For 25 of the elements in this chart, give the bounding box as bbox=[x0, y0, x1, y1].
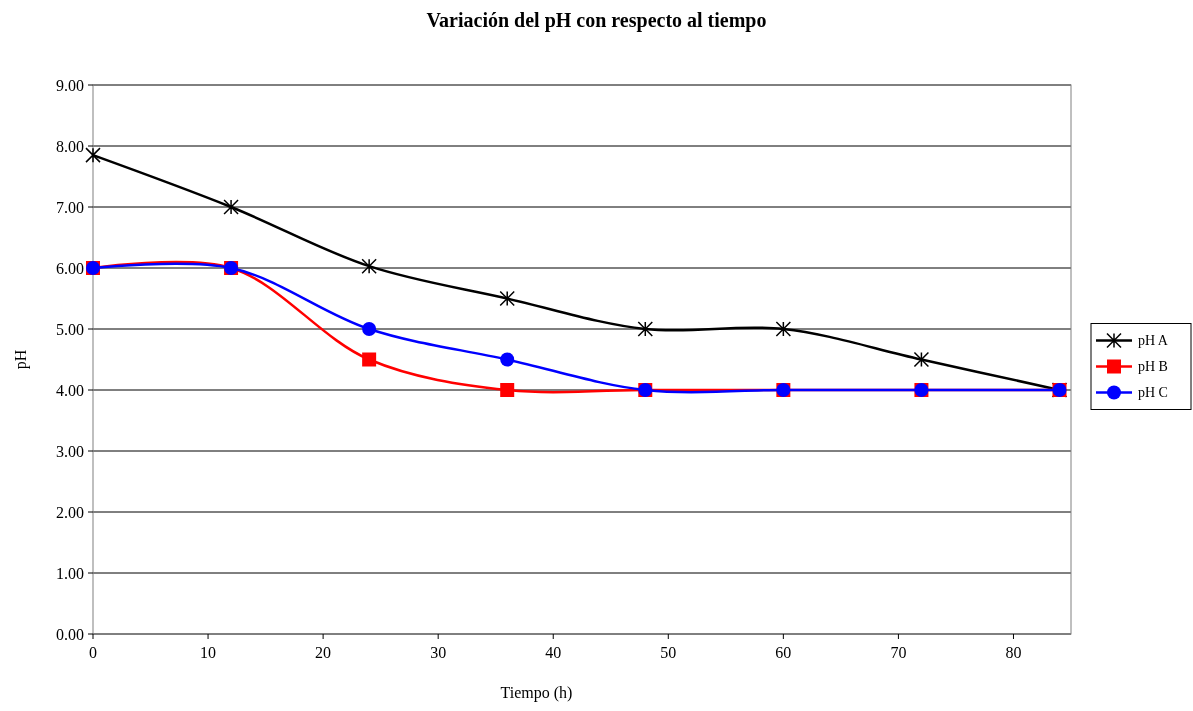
y-tick-label: 0.00 bbox=[56, 625, 84, 643]
x-tick-label: 40 bbox=[545, 644, 562, 661]
y-tick-label: 5.00 bbox=[56, 320, 84, 338]
legend-label: pH B bbox=[1138, 359, 1168, 375]
y-tick-label: 4.00 bbox=[56, 381, 84, 399]
y-axis-title: pH bbox=[12, 349, 30, 370]
y-tick-label: 7.00 bbox=[56, 198, 84, 216]
y-tick-label: 6.00 bbox=[56, 259, 84, 277]
y-tick-label: 9.00 bbox=[56, 76, 84, 94]
legend-label: pH C bbox=[1138, 385, 1168, 401]
x-tick-label: 20 bbox=[315, 644, 332, 661]
legend-label: pH A bbox=[1138, 333, 1169, 349]
chart-title: Variación del pH con respecto al tiempo bbox=[426, 9, 767, 32]
x-tick-label: 50 bbox=[660, 644, 677, 661]
y-tick-label: 3.00 bbox=[56, 442, 84, 460]
y-tick-label: 2.00 bbox=[56, 503, 84, 521]
y-tick-label: 8.00 bbox=[56, 137, 84, 155]
x-axis-title: Tiempo (h) bbox=[500, 684, 573, 702]
x-tick-label: 70 bbox=[890, 644, 907, 661]
x-tick-label: 80 bbox=[1005, 644, 1022, 661]
x-tick-label: 60 bbox=[775, 644, 792, 661]
y-tick-label: 1.00 bbox=[56, 564, 84, 582]
x-tick-label: 0 bbox=[89, 644, 97, 661]
x-tick-label: 10 bbox=[200, 644, 217, 661]
x-tick-label: 30 bbox=[430, 644, 447, 661]
